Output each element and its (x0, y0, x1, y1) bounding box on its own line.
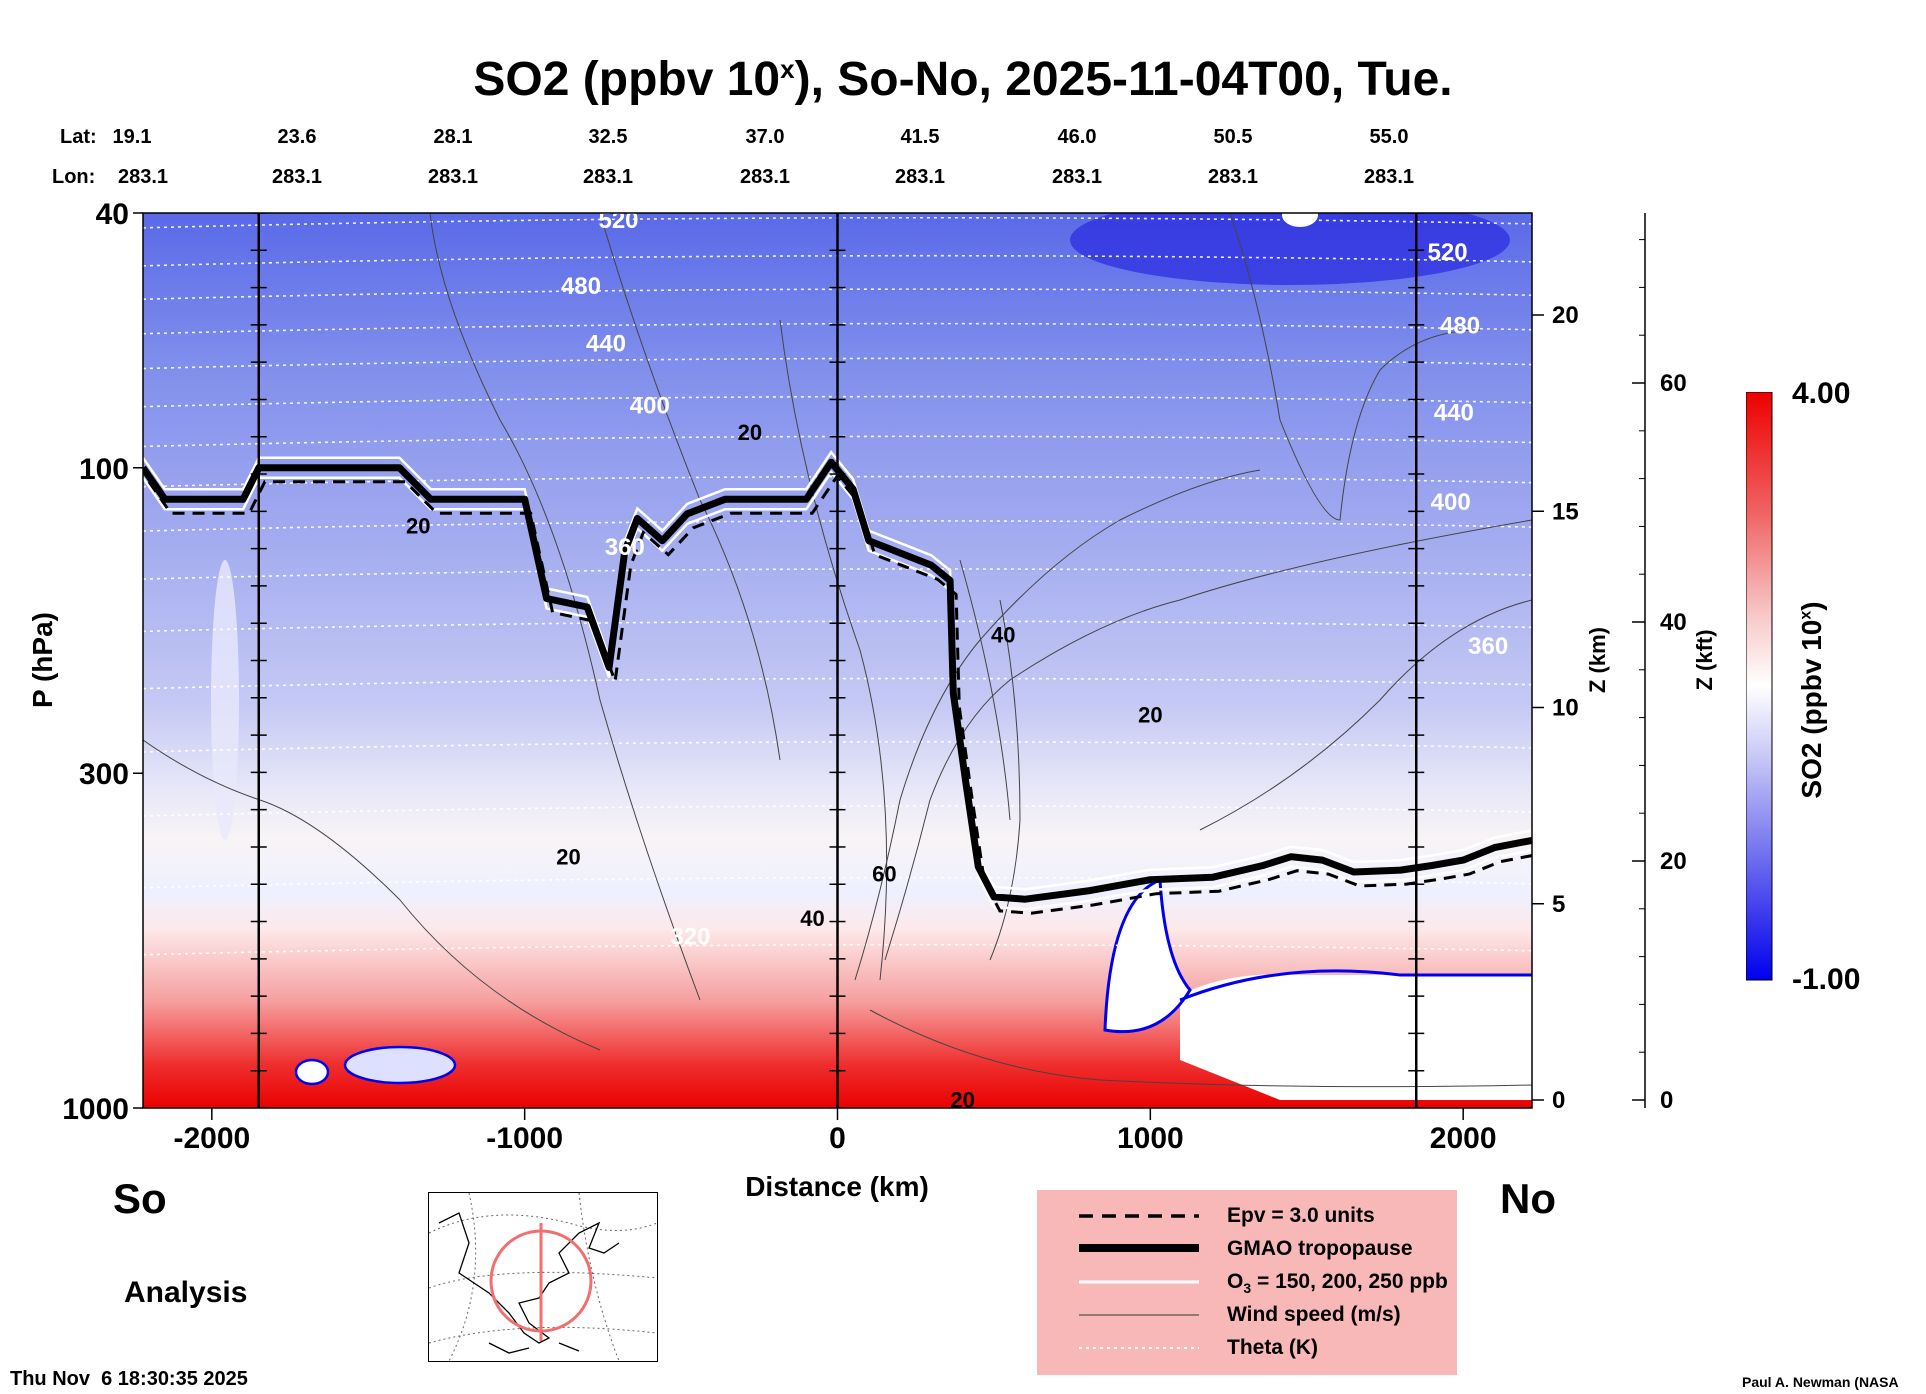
theta-label: 320 (670, 924, 710, 951)
wind-label: 60 (872, 861, 896, 886)
north-label: No (1500, 1175, 1556, 1222)
lat-value: 23.6 (277, 126, 317, 148)
colorbar-min-label: -1.00 (1792, 963, 1861, 996)
lon-value: 283.1 (1207, 166, 1259, 188)
lat-value: 19.1 (112, 126, 152, 148)
so2-column (211, 560, 239, 840)
y-tick-label: 100 (79, 453, 129, 486)
wind-label: 20 (950, 1088, 974, 1113)
wind-contour (989, 599, 1021, 961)
zkm-tick-label: 0 (1552, 1087, 1565, 1114)
lon-value: 283.1 (271, 166, 323, 188)
map-icon (428, 1192, 658, 1362)
lon-value: 283.1 (1051, 166, 1103, 188)
lat-value: 41.5 (900, 126, 940, 148)
legend-item-wind: Wind speed (m/s) (1079, 1303, 1401, 1326)
zkm-tick-label: 5 (1552, 891, 1565, 918)
so2-low-contour (294, 1058, 330, 1086)
x-tick-label: 2000 (1430, 1122, 1497, 1155)
wind-label: 40 (991, 622, 1015, 647)
tropopause-line (143, 458, 1532, 903)
lat-value: 32.5 (588, 126, 628, 148)
locator-map (428, 1192, 658, 1362)
lon-value: 283.1 (427, 166, 479, 188)
wind-label: 20 (406, 513, 430, 538)
y-axis-label: P (hPa) (27, 612, 58, 708)
colorbar (1746, 392, 1773, 981)
wind-contour (854, 469, 1261, 981)
theta-label: 360 (1468, 633, 1508, 660)
colorbar-title: SO2 (ppbv 10x) (1796, 601, 1827, 799)
wind-contour (1199, 599, 1532, 831)
zkft-tick-label: 20 (1660, 848, 1687, 875)
lon-value: 283.1 (894, 166, 946, 188)
lat-value: 50.5 (1213, 126, 1253, 148)
wind-label: 20 (556, 845, 580, 870)
lon-value: 283.1 (1363, 166, 1415, 188)
so2-white-patch (1282, 213, 1318, 227)
so2-low-contour (1103, 877, 1192, 1034)
x-tick-label: -2000 (173, 1122, 250, 1155)
zkm-axis-label: Z (km) (1585, 627, 1610, 693)
chart-title: SO2 (ppbv 10x), So-No, 2025-11-04T00, Tu… (473, 53, 1453, 106)
zkft-tick-label: 40 (1660, 609, 1687, 636)
theta-label: 360 (605, 534, 645, 561)
zkft-tick-label: 60 (1660, 370, 1687, 397)
x-axis-label: Distance (km) (745, 1171, 929, 1202)
theta-label: 520 (598, 207, 638, 234)
so2-low-region (1070, 213, 1510, 285)
lat-value: 46.0 (1057, 126, 1097, 148)
lat-value: 37.0 (745, 126, 785, 148)
lat-value: 55.0 (1369, 126, 1409, 148)
zkft-tick-label: 0 (1660, 1087, 1673, 1114)
legend-item-tropopause: GMAO tropopause (1079, 1237, 1413, 1260)
legend-item-epv: Epv = 3.0 units (1079, 1204, 1375, 1227)
timestamp: Thu Nov 6 18:30:35 2025 (10, 1368, 248, 1390)
lon-value: 283.1 (117, 166, 169, 188)
wind-label: 40 (800, 906, 824, 931)
wind-contour (429, 213, 701, 1001)
x-tick-label: 0 (829, 1122, 846, 1155)
y-tick-label: 300 (79, 758, 129, 791)
legend-item-theta: Theta (K) (1079, 1336, 1318, 1359)
so2-low-contour (343, 1045, 457, 1085)
theta-label: 440 (1434, 400, 1474, 427)
theta-label: 520 (1428, 239, 1468, 266)
zkm-tick-label: 10 (1552, 695, 1579, 722)
wind-label: 20 (1138, 703, 1162, 728)
wind-contour (869, 1009, 1532, 1088)
lon-value: 283.1 (582, 166, 634, 188)
lat-row-label: Lat: (60, 126, 97, 148)
lat-value: 28.1 (433, 126, 473, 148)
wind-contour (1229, 213, 1481, 521)
zkft-axis-label: Z (kft) (1692, 629, 1717, 690)
x-tick-label: 1000 (1117, 1122, 1184, 1155)
south-label: So (113, 1175, 167, 1222)
y-tick-label: 1000 (62, 1093, 129, 1126)
theta-label: 400 (1431, 489, 1471, 516)
so2-low-contour (1179, 969, 1532, 1002)
wind-contour (779, 319, 888, 981)
legend-item-ozone: O3 = 150, 200, 250 ppb (1079, 1270, 1448, 1297)
legend: Epv = 3.0 units GMAO tropopause O3 = 150… (1037, 1190, 1457, 1375)
x-tick-label: -1000 (486, 1122, 563, 1155)
theta-label: 440 (586, 331, 626, 358)
theta-label: 480 (1440, 313, 1480, 340)
theta-label: 480 (561, 273, 601, 300)
zkm-tick-label: 20 (1552, 302, 1579, 329)
lon-value: 283.1 (739, 166, 791, 188)
wind-contour (959, 559, 1011, 821)
so2-blank-region (1180, 974, 1532, 1100)
analysis-label: Analysis (124, 1276, 248, 1309)
wind-label: 20 (738, 420, 762, 445)
y-tick-label: 40 (96, 198, 129, 231)
zkm-tick-label: 15 (1552, 498, 1579, 525)
credit: Paul A. Newman (NASA (1742, 1374, 1899, 1390)
wind-contour (884, 519, 1532, 961)
wind-contour (143, 739, 601, 1051)
lon-row-label: Lon: (52, 166, 96, 188)
colorbar-max-label: 4.00 (1792, 377, 1851, 410)
theta-label: 400 (630, 393, 670, 420)
